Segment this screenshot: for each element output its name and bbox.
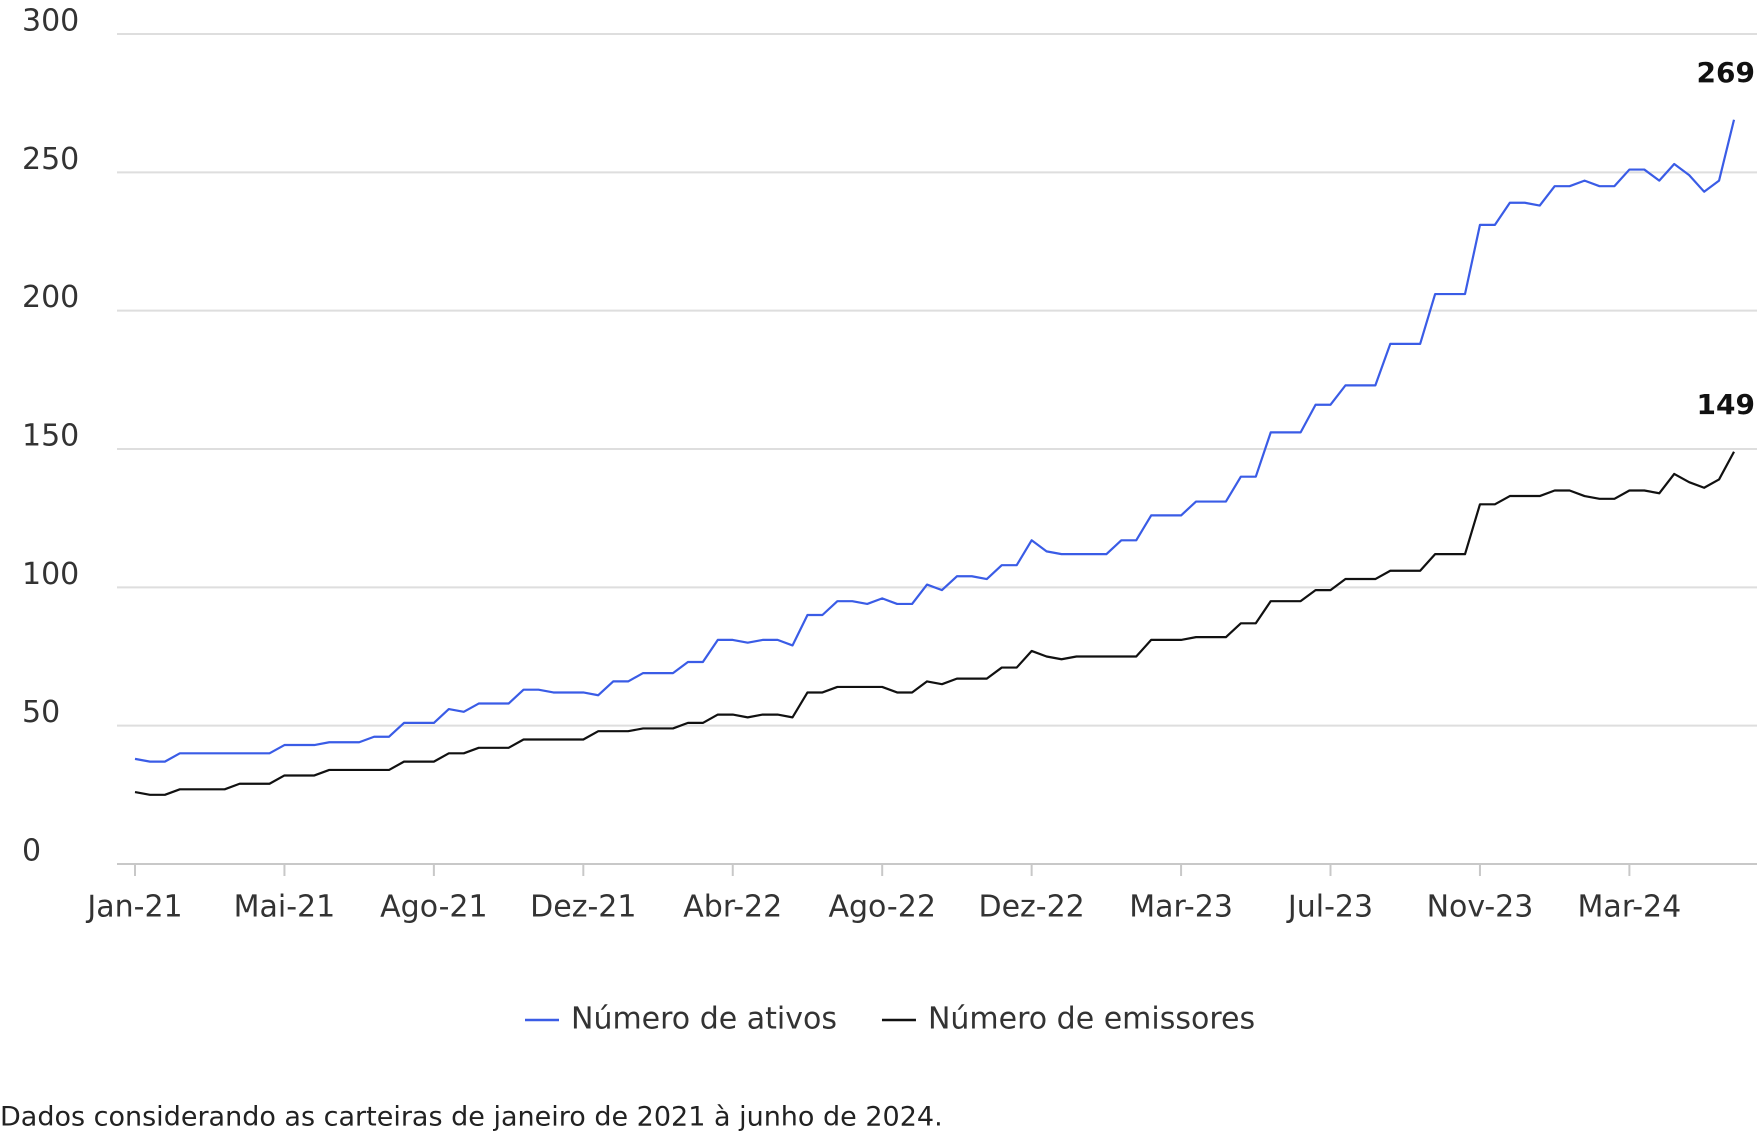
y-tick-label: 50 — [22, 695, 60, 730]
y-tick-label: 150 — [22, 419, 79, 454]
x-tick-label: Nov-23 — [1427, 890, 1534, 925]
x-tick-label: Dez-22 — [978, 890, 1084, 925]
x-tick-label: Ago-22 — [828, 890, 935, 925]
x-tick-label: Mar-23 — [1129, 890, 1233, 925]
x-tick-label: Mar-24 — [1578, 890, 1682, 925]
x-tick-label: Jul-23 — [1286, 890, 1373, 925]
x-tick-label: Mai-21 — [234, 890, 336, 925]
series-line — [134, 451, 1735, 796]
x-tick-label: Abr-22 — [683, 890, 782, 925]
series-line — [134, 119, 1736, 763]
x-tick-label: Jan-21 — [85, 890, 182, 925]
y-tick-label: 200 — [22, 280, 79, 315]
y-tick-label: 250 — [22, 142, 79, 177]
data-label: 149 — [1697, 388, 1755, 421]
data-label: 269 — [1697, 56, 1755, 89]
x-tick-label: Dez-21 — [530, 890, 636, 925]
x-tick-label: Ago-21 — [380, 890, 487, 925]
y-tick-label: 300 — [22, 4, 79, 39]
legend: Número de ativos Número de emissores — [525, 1002, 1255, 1037]
y-tick-label: 100 — [22, 557, 79, 592]
legend-label: Número de emissores — [928, 1002, 1255, 1037]
legend-label: Número de ativos — [571, 1002, 837, 1037]
y-tick-label: 0 — [22, 834, 41, 869]
footnote: Dados considerando as carteiras de janei… — [0, 1102, 943, 1133]
